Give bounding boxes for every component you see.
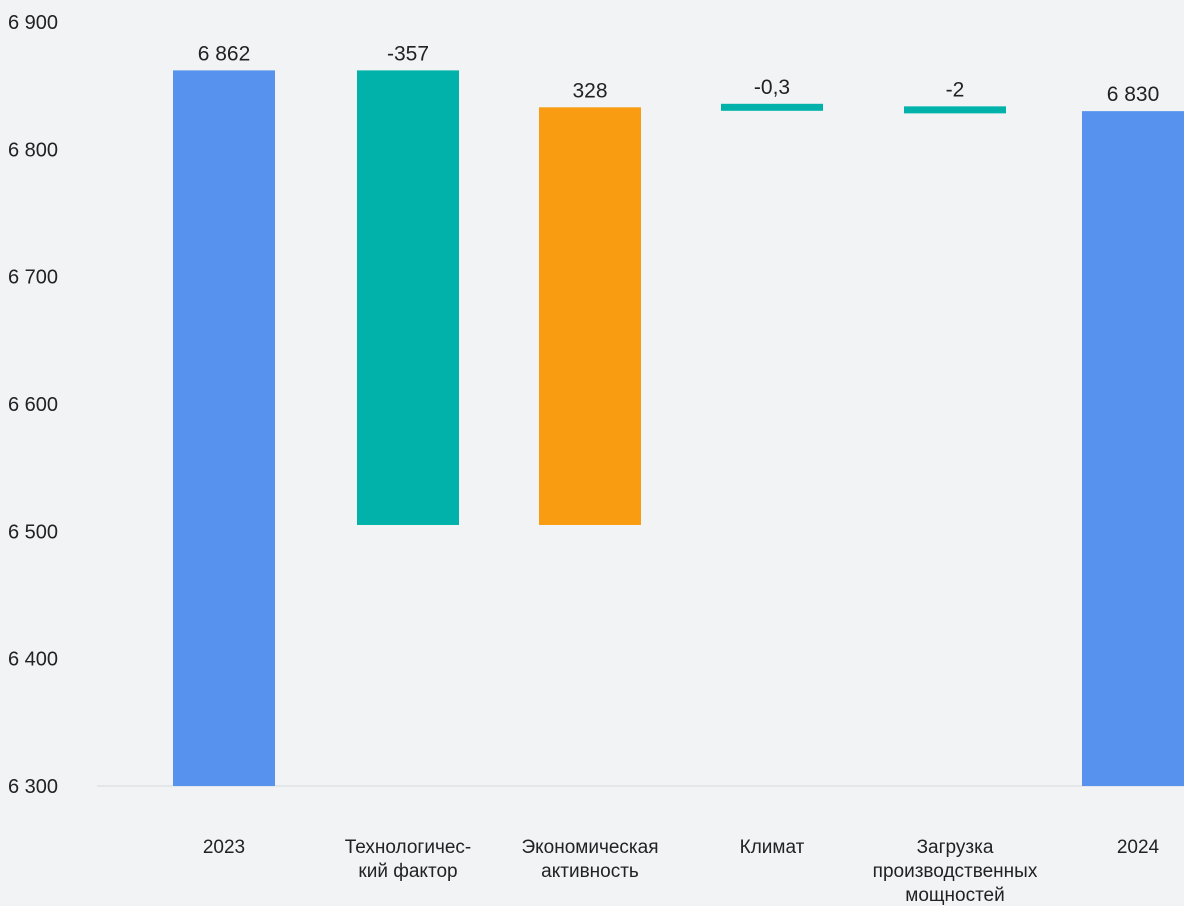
category-label: Технологичес- [345, 837, 472, 858]
data-label: 328 [572, 79, 607, 102]
bar-4 [904, 106, 1006, 114]
category-label: 2023 [203, 837, 245, 858]
category-label: 2024 [1117, 837, 1160, 858]
y-tick-label: 6 900 [8, 12, 58, 34]
category-label: производственных [873, 861, 1038, 882]
data-label: -357 [387, 42, 429, 65]
data-label: -2 [946, 78, 965, 101]
category-label: активность [541, 861, 639, 882]
bar-2 [539, 107, 641, 525]
y-tick-label: 6 600 [8, 394, 58, 416]
y-tick-label: 6 400 [8, 649, 58, 671]
data-label: 6 830 [1107, 83, 1160, 106]
bar-3 [721, 103, 823, 111]
bar-0 [173, 70, 275, 787]
category-label: Экономическая [521, 837, 658, 858]
category-label: мощностей [905, 885, 1005, 906]
category-label: кий фактор [358, 861, 457, 882]
data-label: -0,3 [754, 76, 790, 99]
data-label: 6 862 [198, 42, 251, 65]
y-tick-label: 6 700 [8, 267, 58, 289]
y-tick-label: 6 800 [8, 139, 58, 161]
category-label: Климат [740, 837, 805, 858]
bar-1 [357, 70, 459, 525]
bar-5 [1082, 111, 1184, 787]
y-tick-label: 6 500 [8, 521, 58, 543]
category-label: Загрузка [917, 837, 994, 858]
y-tick-label: 6 300 [8, 776, 58, 798]
